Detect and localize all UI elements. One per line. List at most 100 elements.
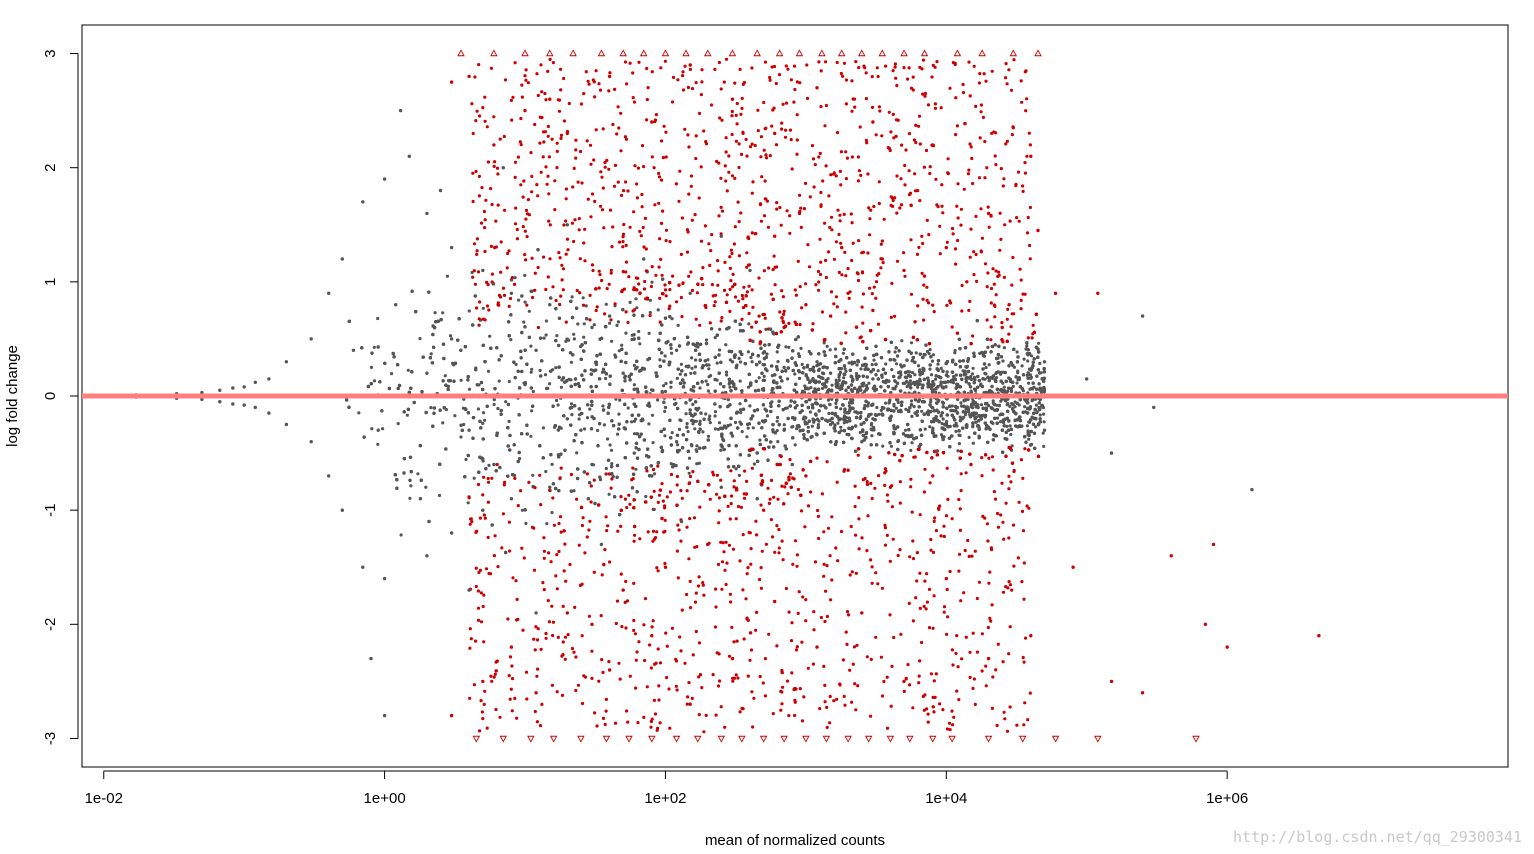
- cloud-point: [940, 422, 944, 426]
- cloud-point: [567, 377, 571, 381]
- cloud-point: [795, 403, 799, 408]
- cloud-point: [589, 368, 593, 372]
- cloud-point: [706, 389, 711, 393]
- cloud-point: [1042, 412, 1046, 416]
- cloud-point: [445, 274, 449, 278]
- cloud-point: [520, 508, 525, 512]
- cloud-point: [662, 384, 666, 388]
- cloud-point: [1001, 381, 1005, 385]
- cloud-point: [1009, 432, 1013, 437]
- cloud-point: [459, 378, 463, 382]
- cloud-point: [726, 398, 730, 402]
- cloud-point: [464, 457, 468, 462]
- cloud-point: [545, 522, 549, 526]
- cloud-point: [693, 365, 698, 369]
- cloud-point: [806, 425, 810, 429]
- cloud-point: [472, 476, 476, 480]
- cloud-point: [601, 404, 605, 408]
- cloud-point: [504, 400, 508, 404]
- cloud-point: [606, 437, 610, 441]
- cloud-point: [369, 365, 373, 369]
- cloud-point: [628, 300, 632, 304]
- cloud-point: [616, 320, 621, 324]
- cloud-point: [670, 317, 674, 321]
- cloud-point: [990, 455, 995, 459]
- cloud-point: [488, 334, 492, 338]
- cloud-point: [1001, 359, 1005, 363]
- cloud-point: [572, 332, 576, 336]
- cloud-point: [776, 497, 780, 501]
- cloud-point: [453, 414, 457, 418]
- cloud-point: [970, 372, 975, 376]
- cloud-point: [695, 444, 699, 448]
- cloud-point: [656, 398, 660, 402]
- cloud-point: [713, 336, 717, 340]
- cloud-point: [596, 428, 600, 433]
- cloud-point: [879, 408, 883, 412]
- cloud-point: [1042, 420, 1046, 424]
- cloud-point: [881, 444, 885, 448]
- cloud-point: [718, 327, 722, 331]
- cloud-point: [967, 435, 971, 439]
- cloud-point: [761, 312, 765, 317]
- cloud-point: [518, 457, 522, 461]
- cloud-point: [870, 421, 874, 426]
- cloud-point: [957, 442, 962, 446]
- cloud-point: [982, 354, 987, 358]
- cloud-point: [569, 402, 574, 406]
- cloud-point: [738, 402, 742, 406]
- cloud-point: [913, 455, 917, 459]
- cloud-point: [630, 420, 634, 424]
- cloud-point: [945, 370, 949, 374]
- cloud-point: [707, 363, 711, 367]
- cloud-point: [786, 377, 790, 381]
- cloud-point: [979, 382, 983, 386]
- cloud-point: [1026, 376, 1030, 380]
- cloud-point: [765, 352, 769, 356]
- cloud-point: [424, 485, 428, 489]
- cloud-point: [936, 362, 940, 366]
- cloud-point: [894, 362, 899, 366]
- cloud-point: [1042, 444, 1046, 448]
- cloud-point: [513, 276, 517, 280]
- cloud-point: [531, 389, 535, 394]
- cloud-point: [842, 376, 846, 380]
- cloud-point: [1031, 323, 1035, 327]
- cloud-point: [653, 472, 657, 476]
- cloud-point: [969, 389, 973, 393]
- cloud-point: [713, 414, 717, 418]
- cloud-point: [429, 406, 433, 410]
- cloud-point: [890, 368, 894, 372]
- cloud-point: [507, 379, 511, 384]
- cloud-point: [1029, 354, 1034, 358]
- cloud-point: [481, 421, 485, 425]
- cloud-point: [1008, 404, 1012, 408]
- cloud-point: [575, 451, 579, 455]
- cloud-point: [357, 411, 361, 415]
- cloud-point: [1038, 361, 1042, 365]
- cloud-point: [893, 350, 897, 354]
- cloud-point: [734, 467, 738, 471]
- cloud-point: [529, 434, 533, 438]
- cloud-point: [651, 441, 655, 445]
- cloud-point: [559, 385, 564, 389]
- cloud-point: [909, 448, 913, 452]
- cloud-point: [1015, 381, 1019, 385]
- cloud-point: [843, 367, 847, 371]
- cloud-point: [803, 384, 807, 388]
- cloud-point: [376, 442, 380, 446]
- cloud-point: [390, 372, 394, 376]
- cloud-point: [909, 341, 914, 345]
- cloud-point: [461, 406, 465, 410]
- cloud-point: [928, 348, 932, 352]
- cloud-point: [691, 422, 695, 426]
- cloud-point: [914, 351, 918, 355]
- cloud-point: [604, 466, 608, 471]
- cloud-point: [706, 358, 710, 362]
- cloud-point: [679, 418, 683, 423]
- cloud-point: [675, 376, 679, 380]
- cloud-point: [900, 339, 904, 343]
- cloud-point: [664, 381, 668, 386]
- cloud-point: [650, 280, 654, 284]
- cloud-point: [816, 423, 821, 427]
